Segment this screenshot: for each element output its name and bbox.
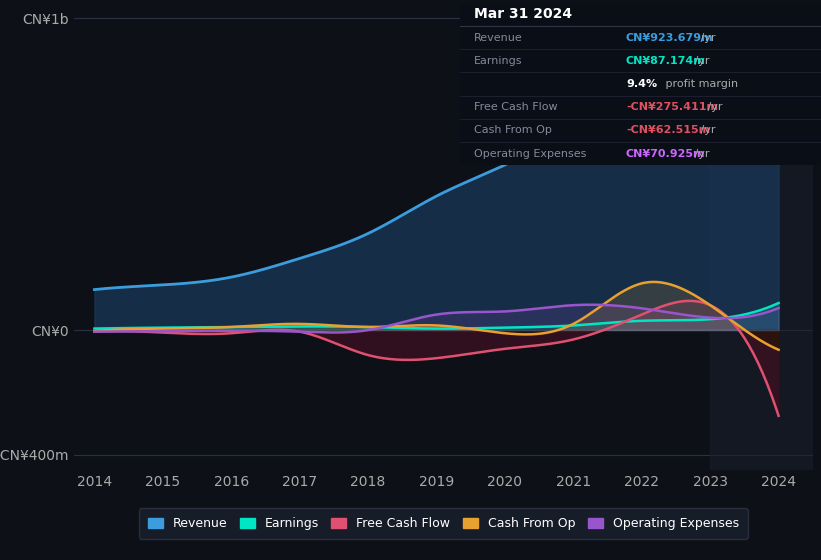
Text: 9.4%: 9.4% xyxy=(626,79,657,89)
Text: Earnings: Earnings xyxy=(475,56,523,66)
Text: Mar 31 2024: Mar 31 2024 xyxy=(475,7,572,21)
Text: Operating Expenses: Operating Expenses xyxy=(475,148,586,158)
Text: Cash From Op: Cash From Op xyxy=(475,125,552,136)
Text: /yr: /yr xyxy=(698,125,716,136)
Legend: Revenue, Earnings, Free Cash Flow, Cash From Op, Operating Expenses: Revenue, Earnings, Free Cash Flow, Cash … xyxy=(139,508,748,539)
Bar xyxy=(710,3,813,470)
Text: profit margin: profit margin xyxy=(662,79,738,89)
Text: CN¥87.174m: CN¥87.174m xyxy=(626,56,706,66)
Text: -CN¥275.411m: -CN¥275.411m xyxy=(626,102,718,112)
Text: CN¥923.679m: CN¥923.679m xyxy=(626,32,713,43)
Text: /yr: /yr xyxy=(691,56,709,66)
Text: /yr: /yr xyxy=(691,148,709,158)
Text: CN¥70.925m: CN¥70.925m xyxy=(626,148,705,158)
Text: -CN¥62.515m: -CN¥62.515m xyxy=(626,125,710,136)
Text: /yr: /yr xyxy=(704,102,722,112)
Text: Revenue: Revenue xyxy=(475,32,523,43)
Text: /yr: /yr xyxy=(698,32,716,43)
Text: Free Cash Flow: Free Cash Flow xyxy=(475,102,557,112)
